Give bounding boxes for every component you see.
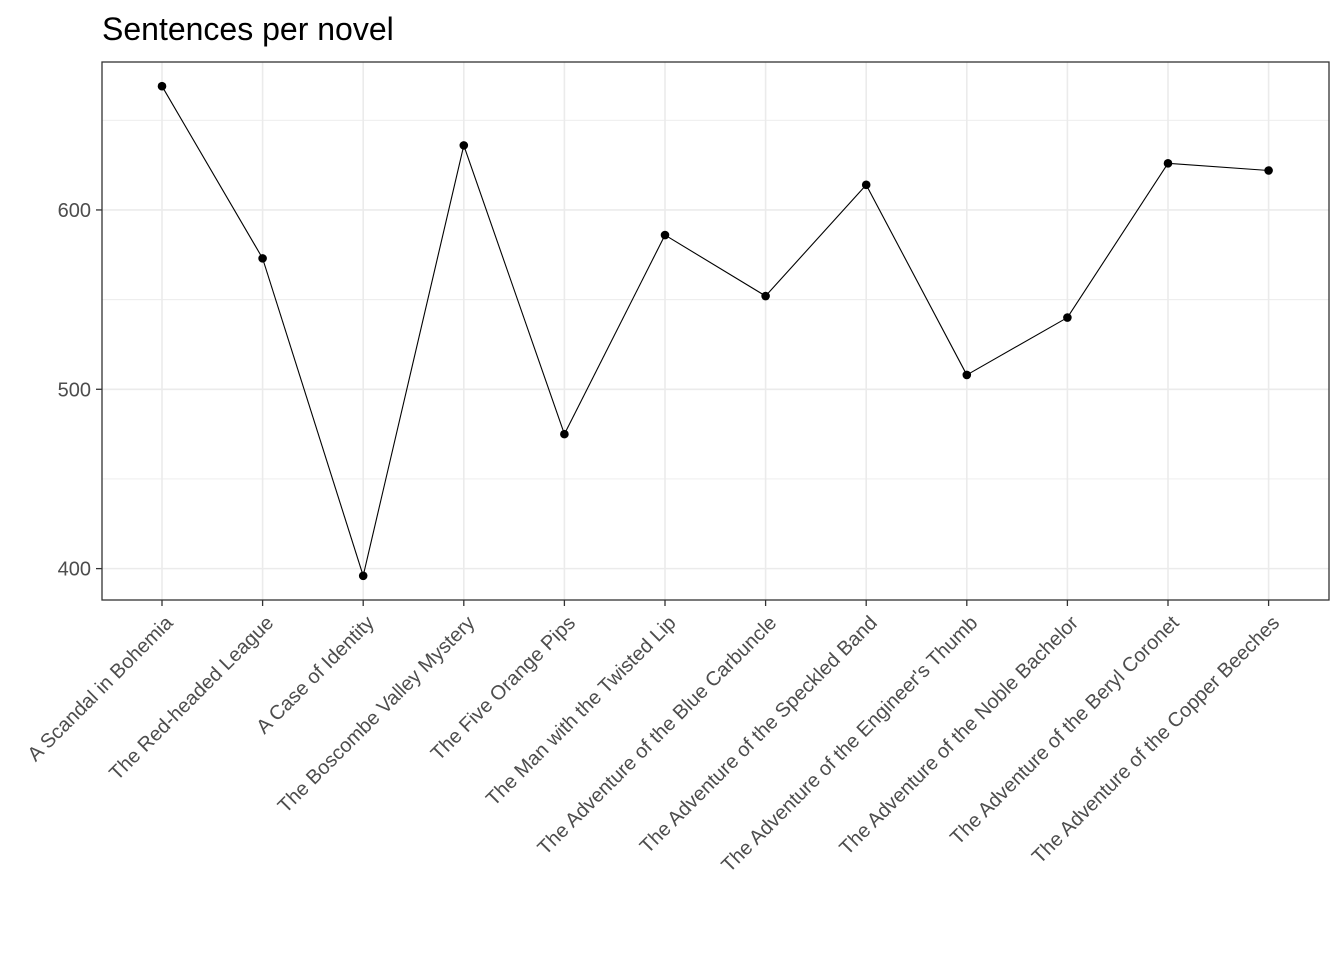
- data-point: [962, 370, 972, 380]
- chart-title: Sentences per novel: [102, 11, 394, 47]
- y-axis: 400 500 600: [58, 200, 102, 581]
- data-point: [861, 180, 871, 190]
- data-point: [157, 81, 167, 91]
- data-point: [459, 141, 469, 150]
- data-point: [258, 254, 267, 263]
- x-tick-label: The Man with the Twisted Lip: [482, 612, 680, 810]
- line-segment: [362, 145, 465, 576]
- line-segment: [1066, 163, 1169, 318]
- line-segment: [765, 184, 867, 297]
- data-point: [1063, 313, 1072, 322]
- y-tick-label: 500: [58, 379, 91, 401]
- x-tick-label: The Boscombe Valley Mystery: [274, 612, 480, 818]
- line-segment: [463, 145, 565, 435]
- series-group: [157, 81, 1273, 581]
- grid-minor: [102, 62, 1329, 600]
- line-segment: [262, 258, 364, 576]
- data-point: [1163, 159, 1173, 168]
- data-point: [660, 230, 670, 240]
- x-tick-label: The Adventure of the Beryl Coronet: [946, 612, 1184, 850]
- x-tick-label: The Red-headed League: [105, 612, 278, 785]
- line-segment: [1167, 162, 1269, 172]
- y-tick-label: 400: [58, 559, 91, 581]
- data-point: [1264, 166, 1273, 175]
- data-point: [358, 571, 368, 581]
- panel-background: [102, 62, 1329, 600]
- data-point: [560, 429, 569, 439]
- y-tick-label: 600: [58, 200, 91, 222]
- line-segment: [865, 184, 968, 376]
- line-segment: [664, 234, 766, 297]
- grid-major: [102, 62, 1329, 600]
- data-point: [761, 291, 770, 301]
- line-segment: [161, 85, 264, 259]
- line-segment: [966, 317, 1068, 376]
- panel-border: [101, 61, 1330, 601]
- line-segment: [563, 234, 666, 435]
